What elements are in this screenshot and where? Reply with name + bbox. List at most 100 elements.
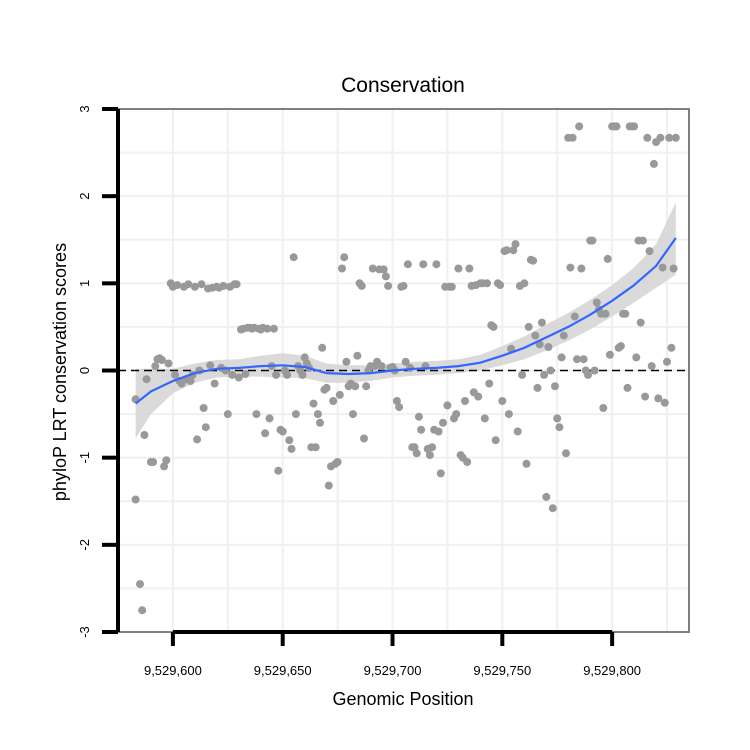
x-tick-label: 9,529,800 [583,663,641,678]
data-point [562,449,570,458]
data-point [381,272,390,281]
data-point [219,281,228,290]
data-point [278,427,287,436]
data-point [419,260,428,269]
data-point [632,353,641,362]
data-point [392,397,401,405]
data-point [324,481,333,490]
data-point [138,606,147,615]
data-point [454,264,463,273]
data-point [491,436,500,445]
data-point [529,256,538,265]
data-point [417,425,426,434]
x-tick-label: 9,529,750 [473,663,531,678]
data-point [432,260,441,269]
data-point [199,404,208,412]
data-point [502,246,511,255]
data-point [542,492,551,501]
data-point [669,264,678,273]
y-axis: -3 -2 -1 0 1 2 3 [77,105,120,638]
data-point [318,343,327,352]
data-point [559,331,568,340]
smooth-fit-line [134,237,677,405]
data-point [568,133,577,142]
data-point [201,423,210,432]
data-point [164,359,173,368]
data-point [641,392,650,401]
data-point [399,281,408,290]
data-point [232,280,241,289]
data-point [287,444,296,453]
data-point [412,449,421,458]
data-point [504,410,513,419]
data-point [599,404,608,412]
data-point [660,398,669,407]
data-point [570,312,579,321]
data-point [531,331,540,340]
data-point [186,377,195,385]
data-point [511,240,520,249]
data-point [428,443,437,452]
data-point [395,403,404,412]
data-point [577,264,586,273]
data-point [623,383,632,392]
y-axis-title: phyloP LRT conservation scores [50,243,70,501]
data-point [151,362,160,371]
data-point [157,356,166,364]
data-point [340,253,349,262]
data-point [149,458,158,466]
data-point [654,394,663,403]
data-point [544,343,553,351]
x-tick-label: 9,529,650 [254,663,312,678]
data-point [621,309,630,318]
data-point [362,382,371,391]
data-point [603,254,612,263]
data-point [261,429,270,438]
confidence-band-group [135,202,676,439]
x-tick-label: 9,529,600 [144,663,202,678]
data-point [234,373,243,382]
data-point [546,366,555,375]
data-point [483,279,491,288]
data-point [197,280,206,289]
data-point [322,383,331,392]
data-point [658,263,667,272]
data-point [474,392,483,401]
data-point [443,401,452,410]
data-point [289,253,298,262]
data-point [537,318,546,327]
data-point [643,133,652,142]
data-point [496,281,505,290]
data-point [645,247,654,256]
data-point [311,443,320,452]
data-point [131,495,140,504]
chart-title: Conservation [341,74,465,97]
data-point [465,264,474,273]
data-point [353,351,362,360]
data-point [509,246,518,255]
data-point [555,423,564,432]
data-point [524,322,533,331]
data-point [377,362,386,371]
data-point [241,370,250,378]
data-point [551,382,559,391]
data-point [573,355,581,364]
data-point [379,265,388,274]
data-point [351,382,360,391]
data-point [272,370,281,379]
data-point [463,458,472,466]
data-point [410,443,419,452]
data-point [663,357,671,366]
x-tick-label: 9,529,700 [364,663,422,678]
data-point [520,279,529,288]
data-point [162,456,171,465]
data-point [590,366,599,375]
data-point [335,390,344,399]
data-point [329,397,338,405]
data-point [461,397,469,405]
data-point [605,350,614,359]
data-point [579,355,588,364]
data-point [184,280,193,289]
data-point [223,410,232,419]
data-point [360,434,368,443]
